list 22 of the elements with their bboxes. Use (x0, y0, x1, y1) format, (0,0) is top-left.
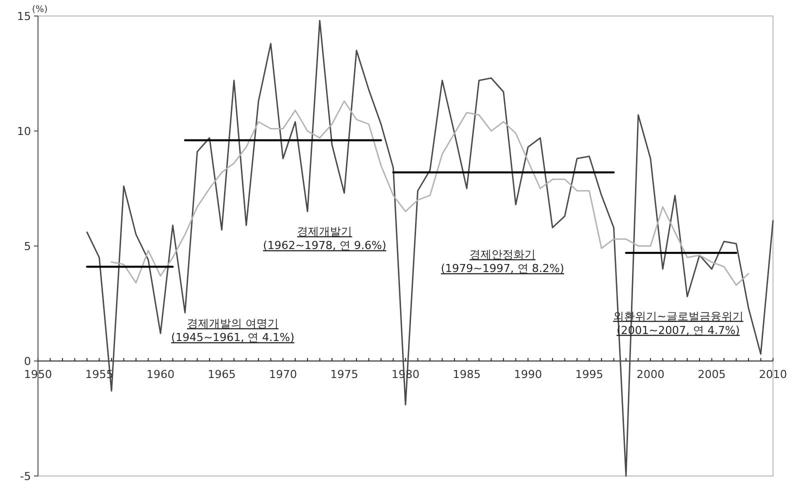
x-tick-label: 1995 (575, 368, 604, 381)
x-tick-label: 2000 (636, 368, 664, 381)
x-tick-label: 2010 (759, 368, 787, 381)
x-tick-label: 1960 (146, 368, 174, 381)
x-tick-label: 1990 (514, 368, 542, 381)
y-tick-label: 10 (17, 125, 31, 138)
annotation: 경제개발기 (297, 225, 352, 238)
x-tick-label: 1985 (452, 368, 481, 381)
x-tick-label: 1965 (208, 368, 236, 381)
x-tick-label: 2005 (698, 368, 726, 381)
y-tick-label: 5 (24, 240, 31, 253)
x-tick-label: 1975 (330, 368, 358, 381)
annotation: 경제안정화기 (470, 248, 536, 262)
y-axis-title: (%) (32, 5, 48, 15)
x-tick-label: 1970 (269, 368, 297, 381)
annotation: (1945~1961, 연 4.1%) (171, 331, 294, 344)
annotation: (1979~1997, 연 8.2%) (440, 262, 564, 276)
y-tick-label: 15 (17, 10, 31, 23)
y-tick-label: -5 (20, 470, 31, 483)
annotation: (1962~1978, 연 9.6%) (263, 239, 386, 252)
annotation: 경제개발의 여명기 (187, 317, 279, 330)
y-tick-label: 0 (24, 355, 31, 368)
